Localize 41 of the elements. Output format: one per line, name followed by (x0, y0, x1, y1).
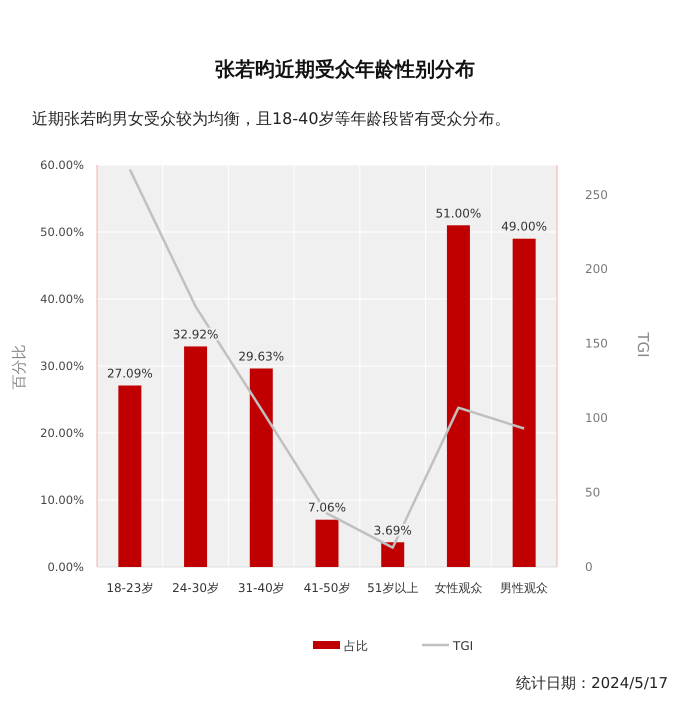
x-tick-label: 男性观众 (500, 581, 548, 595)
y-tick-label: 30.00% (40, 359, 84, 373)
bar (446, 225, 470, 567)
y-tick-label: 20.00% (40, 426, 84, 440)
bar (250, 368, 273, 567)
y2-tick-label: 200 (585, 262, 608, 276)
bar (118, 385, 142, 567)
data-label: 32.92% (172, 327, 218, 342)
x-tick-label: 51岁以上 (367, 581, 418, 595)
data-label: 3.69% (374, 523, 412, 538)
y-tick-label: 50.00% (40, 225, 84, 239)
bar (316, 520, 338, 567)
bar (512, 238, 536, 567)
y2-tick-label: 250 (585, 188, 608, 202)
chart-title: 张若昀近期受众年龄性别分布 (215, 57, 475, 81)
y2-axis-title: TGI (634, 331, 652, 358)
data-label: 27.09% (106, 366, 153, 380)
y-tick-label: 10.00% (40, 493, 84, 507)
x-tick-label: 24-30岁 (172, 581, 220, 595)
bar (381, 542, 404, 567)
y2-tick-label: 0 (585, 560, 593, 574)
legend-label: 占比 (344, 639, 368, 653)
data-label: 7.06% (308, 500, 346, 515)
y-tick-label: 40.00% (40, 292, 84, 306)
y-tick-label: 0.00% (47, 560, 84, 574)
bar (184, 346, 208, 567)
chart-subtitle: 近期张若昀男女受众较为均衡，且18-40岁等年龄段皆有受众分布。 (32, 109, 510, 128)
data-label: 29.63% (238, 349, 284, 364)
y2-tick-label: 100 (585, 411, 608, 426)
x-tick-label: 41-50岁 (304, 581, 350, 595)
x-tick-label: 18-23岁 (106, 581, 154, 595)
legend-label: TGI (452, 639, 474, 653)
y-tick-label: 60.00% (40, 158, 84, 172)
y2-tick-label: 50 (585, 486, 600, 500)
x-tick-label: 女性观众 (434, 581, 482, 595)
data-label: 51.00% (436, 206, 482, 220)
y-axis-title: 百分比 (10, 344, 28, 390)
text: 统计日期：2024/5/17 (516, 674, 668, 692)
data-label: 49.00% (501, 220, 548, 234)
y2-tick-label: 150 (585, 336, 608, 351)
x-tick-label: 31-40岁 (238, 581, 285, 595)
